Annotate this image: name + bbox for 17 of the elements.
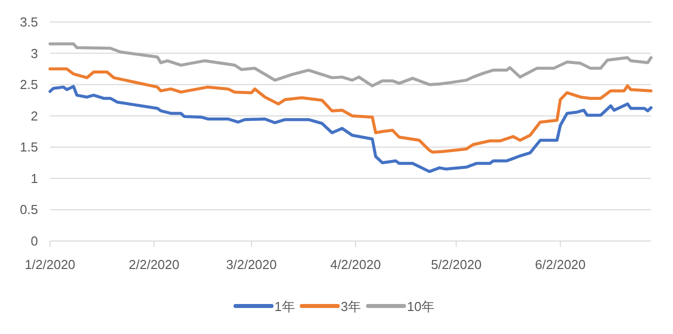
y-tick-label: 2.5 bbox=[20, 77, 38, 92]
x-tick-label: 2/2/2020 bbox=[128, 257, 180, 272]
legend-label: 3年 bbox=[340, 299, 361, 314]
y-tick-label: 0.5 bbox=[20, 202, 38, 218]
y-tick-label: 1 bbox=[30, 170, 38, 186]
y-tick-label: 0 bbox=[30, 234, 38, 248]
y-tick-label: 3.5 bbox=[20, 14, 38, 30]
legend-label: 1年 bbox=[274, 299, 295, 314]
y-tick-label: 3 bbox=[30, 46, 38, 61]
x-tick-label: 3/2/2020 bbox=[226, 257, 277, 272]
y-tick-label: 2 bbox=[30, 108, 38, 124]
x-tick-label: 1/2/2020 bbox=[24, 257, 76, 272]
x-tick-label: 6/2/2020 bbox=[535, 257, 586, 272]
x-tick-label: 4/2/2020 bbox=[330, 257, 381, 272]
y-tick-label: 1.5 bbox=[20, 140, 38, 155]
legend-label: 10年 bbox=[407, 299, 434, 314]
x-tick-label: 5/2/2020 bbox=[430, 257, 482, 272]
